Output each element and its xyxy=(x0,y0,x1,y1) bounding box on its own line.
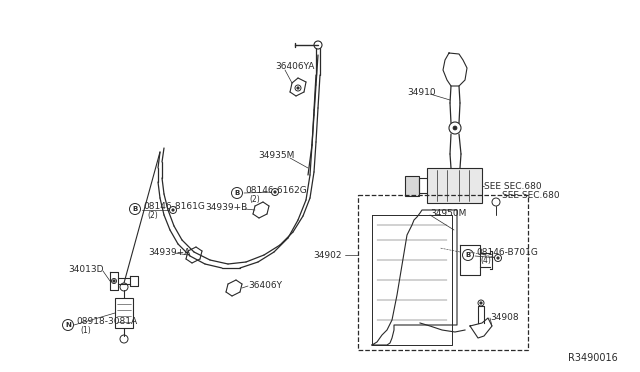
Circle shape xyxy=(172,209,174,211)
Text: 34908: 34908 xyxy=(490,314,518,323)
Text: 36406Y: 36406Y xyxy=(248,280,282,289)
Circle shape xyxy=(111,279,116,283)
Circle shape xyxy=(314,41,322,49)
Circle shape xyxy=(453,126,457,130)
Circle shape xyxy=(120,335,128,343)
Text: 34939+A: 34939+A xyxy=(148,247,190,257)
Circle shape xyxy=(274,191,276,193)
Text: 34935M: 34935M xyxy=(258,151,294,160)
Text: 34910: 34910 xyxy=(407,87,436,96)
Bar xyxy=(115,298,133,328)
Bar xyxy=(427,168,482,203)
Text: (1): (1) xyxy=(80,326,91,334)
Circle shape xyxy=(478,300,484,306)
Circle shape xyxy=(449,122,461,134)
Circle shape xyxy=(495,254,502,262)
Text: B: B xyxy=(132,206,138,212)
Circle shape xyxy=(497,257,499,259)
Text: 34939+B: 34939+B xyxy=(205,202,247,212)
Text: SEE SEC.680: SEE SEC.680 xyxy=(484,182,541,190)
Bar xyxy=(405,176,419,196)
Text: 34013D: 34013D xyxy=(68,264,104,273)
Text: 34902: 34902 xyxy=(314,250,342,260)
Text: N: N xyxy=(65,322,71,328)
Text: 08146-6162G: 08146-6162G xyxy=(245,186,307,195)
Circle shape xyxy=(271,189,278,196)
Text: 34950M: 34950M xyxy=(430,208,467,218)
Text: B: B xyxy=(234,190,239,196)
Text: (4): (4) xyxy=(480,257,491,266)
Circle shape xyxy=(480,302,482,304)
Bar xyxy=(358,195,528,350)
Text: B: B xyxy=(465,252,470,258)
Circle shape xyxy=(295,85,301,91)
Text: 08918-3081A: 08918-3081A xyxy=(76,317,137,326)
Text: 36406YA: 36406YA xyxy=(275,61,314,71)
Text: (2): (2) xyxy=(147,211,157,219)
Text: R3490016: R3490016 xyxy=(568,353,618,363)
Text: 08146-B701G: 08146-B701G xyxy=(476,247,538,257)
Text: 08146-8161G: 08146-8161G xyxy=(143,202,205,211)
Circle shape xyxy=(120,283,128,291)
Circle shape xyxy=(170,206,177,214)
Circle shape xyxy=(113,280,115,282)
Circle shape xyxy=(297,87,300,89)
Text: SEE SEC.680: SEE SEC.680 xyxy=(502,190,559,199)
Text: (2): (2) xyxy=(249,195,260,203)
